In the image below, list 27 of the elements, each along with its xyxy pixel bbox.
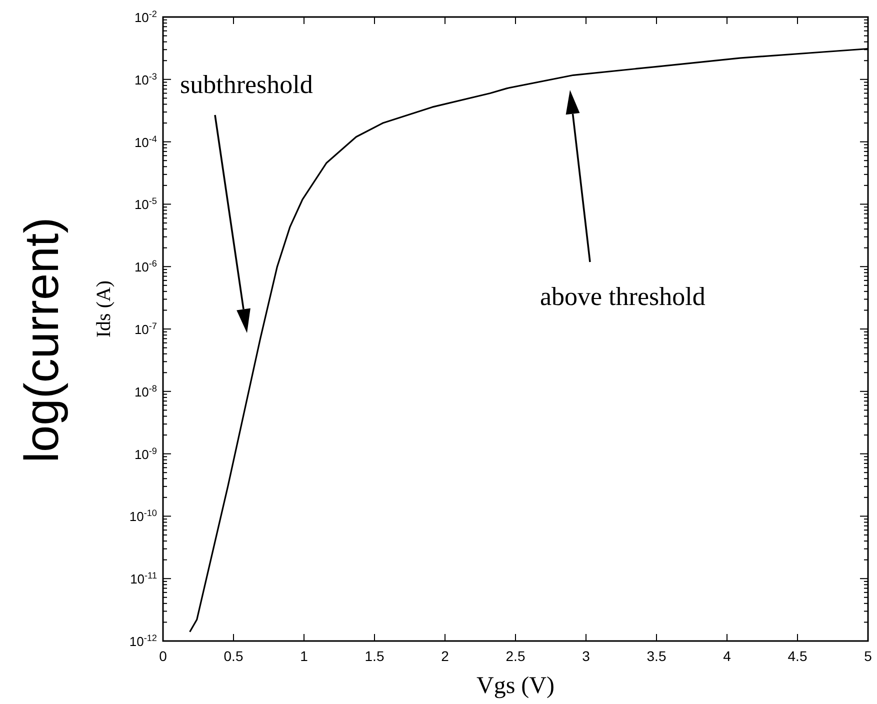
y-tick-label: 10$^{-6}$ [134, 258, 157, 275]
x-tick-label: 4 [723, 648, 732, 664]
x-tick-label: 0 [159, 648, 168, 664]
x-tick-label: 3 [582, 648, 590, 664]
y-tick-label: 10$^{-8}$ [134, 383, 157, 400]
x-tick-label: 0.5 [224, 648, 244, 664]
annotation: above threshold [540, 282, 706, 311]
x-tick-label: 5 [864, 648, 872, 664]
y-tick-label: 10$^{-3}$ [134, 71, 157, 88]
x-tick-label: 2.5 [506, 648, 526, 664]
y-tick-label: 10$^{-2}$ [134, 9, 157, 25]
y-tick-label: 10$^{-10}$ [129, 508, 157, 524]
text: log(current) [16, 217, 69, 463]
y-tick-label: 10$^{-9}$ [134, 446, 157, 462]
x-tick-label: 2 [441, 648, 450, 664]
x-tick-label: 1.5 [364, 648, 384, 664]
y-tick-label: 10$^{-7}$ [134, 321, 157, 337]
y-tick-label: 10$^{-11}$ [130, 570, 157, 587]
x-tick-label: 1 [300, 648, 308, 664]
x-axis-title: Vgs (V) [476, 673, 554, 699]
x-tick-label: 4.5 [788, 648, 808, 664]
y-tick-label: 10$^{-5}$ [134, 196, 157, 212]
x-tick-label: 3.5 [646, 648, 666, 664]
y-axis-title: Ids (A) [93, 280, 115, 338]
y-tick-label: 10$^{-4}$ [134, 134, 157, 150]
y-tick-label: 10$^{-12}$ [129, 633, 157, 649]
annotation: subthreshold [180, 70, 313, 99]
